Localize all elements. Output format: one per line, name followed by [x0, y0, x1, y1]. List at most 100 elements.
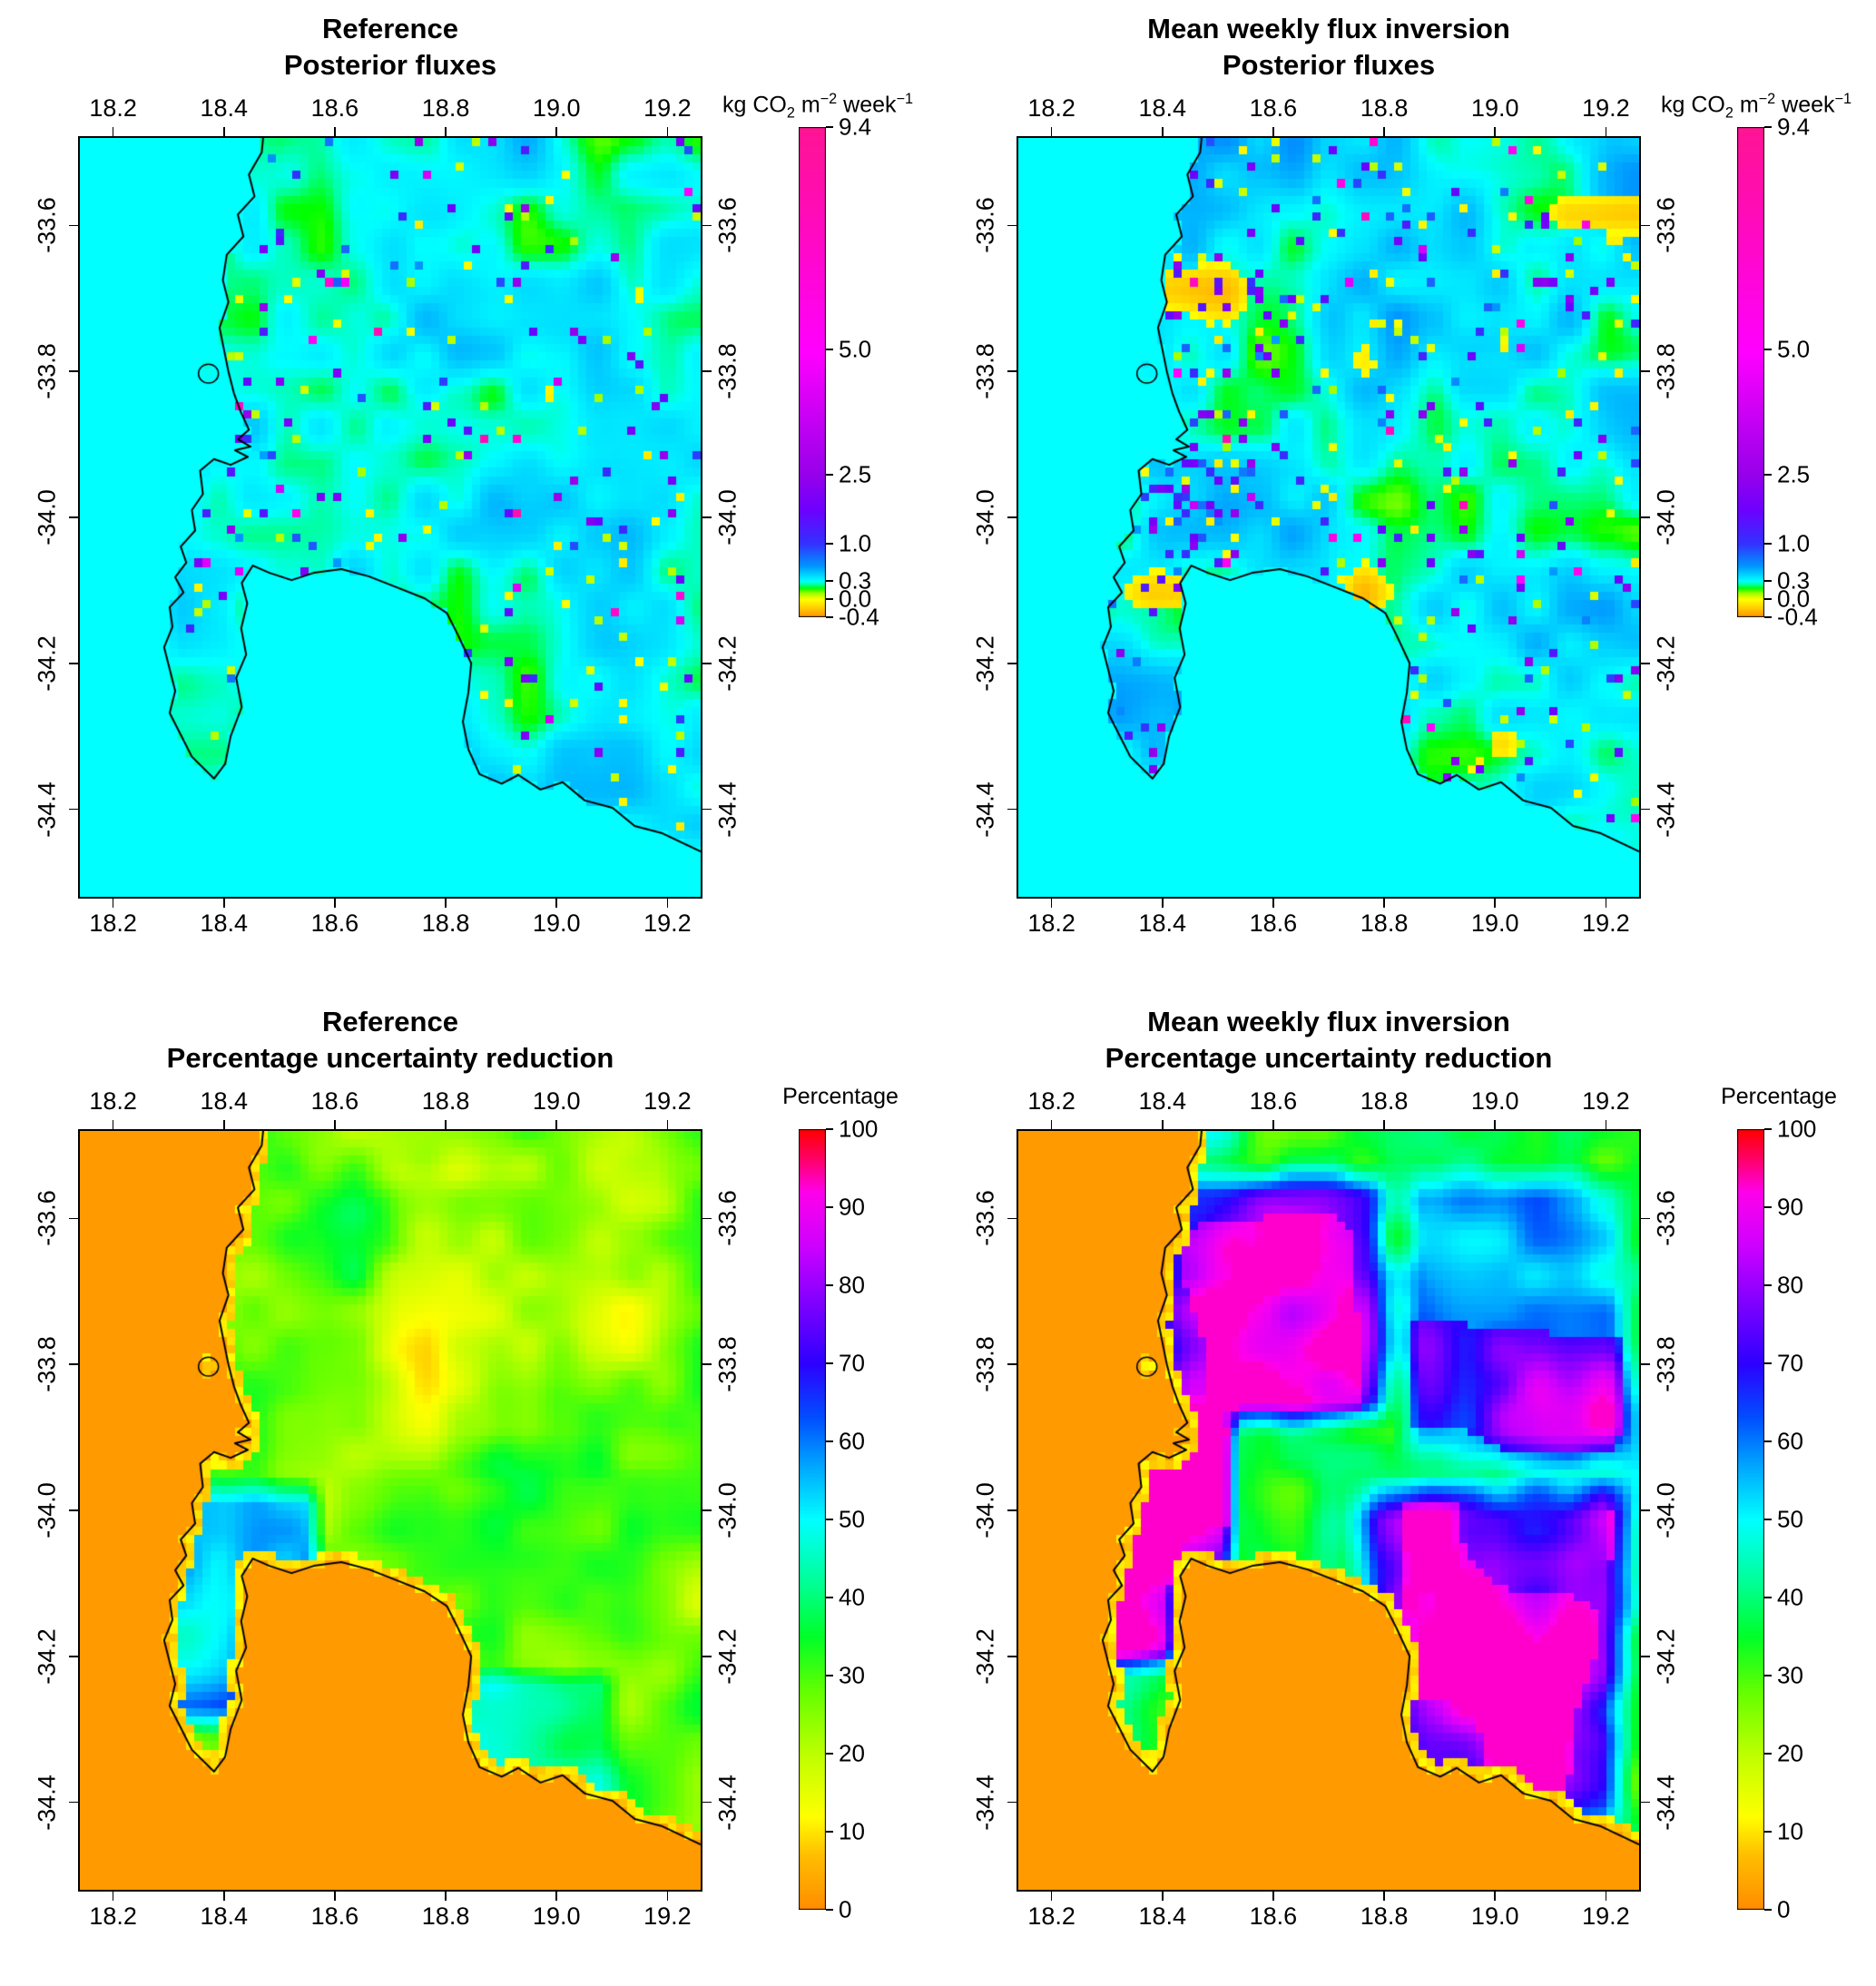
panel-title-line2: Posterior fluxes	[1222, 49, 1436, 81]
y-tick-label-right: -34.0	[1652, 489, 1680, 546]
tick-mark	[1007, 1656, 1017, 1657]
tick-mark	[1641, 1509, 1650, 1511]
y-tick-label-right: -34.2	[713, 1627, 742, 1685]
colorbar-tick-label: 30	[1777, 1661, 1803, 1689]
y-tick-label-left: -34.4	[33, 781, 61, 838]
tick-mark	[702, 808, 712, 811]
colorbar-title-part: week	[837, 92, 897, 118]
tick-mark	[1272, 127, 1274, 136]
tick-mark	[112, 1892, 114, 1901]
tick-mark	[1272, 1120, 1274, 1129]
x-tick-label-top: 18.4	[1138, 1087, 1187, 1115]
y-tick-label-left: -34.0	[971, 489, 999, 546]
tick-mark	[1641, 1801, 1650, 1804]
tick-mark	[69, 1509, 78, 1511]
x-tick-label-bottom: 18.4	[1138, 1902, 1187, 1930]
tick-mark	[1641, 1217, 1650, 1220]
colorbar-tick-mark	[1764, 579, 1772, 582]
colorbar-tick-label: 0.0	[1777, 585, 1811, 613]
map-raster-canvas	[1018, 1131, 1639, 1890]
colorbar-title-part: −1	[896, 91, 914, 107]
colorbar-tick-label: 5.0	[1777, 335, 1811, 363]
colorbar-tick-label: 60	[839, 1427, 865, 1455]
y-tick-label-right: -33.6	[1652, 1190, 1680, 1247]
tick-mark	[1605, 127, 1607, 136]
tick-mark	[1383, 1892, 1385, 1901]
y-tick-label-left: -34.0	[971, 1482, 999, 1539]
x-tick-label-bottom: 18.8	[1360, 909, 1409, 937]
tick-mark	[1007, 1363, 1017, 1365]
x-tick-label-top: 18.2	[89, 1087, 137, 1115]
x-tick-label-top: 19.0	[1470, 94, 1519, 122]
y-tick-label-left: -33.6	[33, 1190, 61, 1247]
x-tick-label-top: 18.4	[200, 94, 249, 122]
tick-mark	[1050, 899, 1053, 908]
tick-mark	[1494, 127, 1496, 136]
x-tick-label-bottom: 18.4	[200, 1902, 249, 1930]
colorbar-tick-mark	[826, 126, 833, 128]
panel-title-line1: Reference	[322, 1006, 458, 1037]
tick-mark	[69, 1217, 78, 1220]
tick-mark	[666, 1120, 669, 1129]
panel-weekly-posterior-fluxes: Mean weekly flux inversion Posterior flu…	[938, 0, 1876, 993]
colorbar-tick-mark	[1764, 1284, 1772, 1286]
x-tick-label-bottom: 18.6	[1249, 909, 1298, 937]
colorbar-tick-mark	[826, 1362, 833, 1364]
tick-mark	[1007, 1217, 1017, 1220]
colorbar-tick-mark	[1764, 1675, 1772, 1676]
panel-title-line1: Mean weekly flux inversion	[1147, 1006, 1510, 1037]
x-tick-label-top: 19.2	[643, 94, 692, 122]
tick-mark	[1162, 1120, 1164, 1129]
x-tick-label-bottom: 19.2	[1582, 1902, 1630, 1930]
colorbar-canvas	[799, 127, 826, 617]
panel-title: Mean weekly flux inversion Posterior flu…	[1017, 11, 1641, 84]
y-tick-label-right: -34.4	[1652, 1774, 1680, 1831]
colorbar-tick-mark	[826, 474, 833, 477]
colorbar-canvas	[1737, 127, 1764, 617]
panel-title: Reference Posterior fluxes	[78, 11, 702, 84]
x-tick-label-top: 19.0	[1470, 1087, 1519, 1115]
y-tick-label-left: -34.4	[971, 781, 999, 838]
colorbar-tick-mark	[826, 1284, 833, 1286]
x-tick-label-top: 18.4	[1138, 94, 1187, 122]
colorbar-title-part: −2	[820, 91, 838, 107]
tick-mark	[1641, 516, 1650, 518]
colorbar-tick-mark	[1764, 1128, 1772, 1130]
y-tick-label-left: -33.8	[33, 343, 61, 399]
colorbar-tick-label: 70	[1777, 1349, 1803, 1377]
tick-mark	[445, 1120, 447, 1129]
tick-mark	[1605, 899, 1607, 908]
tick-mark	[1162, 1892, 1164, 1901]
colorbar-tick-label: 50	[839, 1505, 865, 1533]
colorbar-tick-label: 5.0	[839, 335, 872, 363]
tick-mark	[69, 663, 78, 664]
tick-mark	[1007, 224, 1017, 227]
colorbar-title-part: −1	[1834, 91, 1852, 107]
y-tick-label-left: -33.6	[971, 197, 999, 254]
panel-reference-uncertainty-reduction: Reference Percentage uncertainty reducti…	[0, 993, 938, 1986]
y-tick-label-right: -33.8	[1652, 1336, 1680, 1392]
x-tick-label-top: 18.8	[421, 1087, 470, 1115]
y-tick-label-left: -33.6	[971, 1190, 999, 1247]
tick-mark	[69, 1801, 78, 1804]
tick-mark	[1162, 899, 1164, 908]
x-tick-label-top: 18.8	[1360, 94, 1409, 122]
colorbar-tick-label: 90	[839, 1193, 865, 1221]
y-tick-label-left: -34.2	[971, 1627, 999, 1685]
tick-mark	[223, 1120, 225, 1129]
colorbar-tick-mark	[1764, 1831, 1772, 1833]
tick-mark	[1272, 899, 1274, 908]
colorbar-tick-label: 100	[1777, 1115, 1817, 1143]
y-tick-label-left: -34.0	[33, 489, 61, 546]
panel-weekly-uncertainty-reduction: Mean weekly flux inversion Percentage un…	[938, 993, 1876, 1986]
colorbar-tick-label: 1.0	[839, 529, 872, 557]
x-tick-label-top: 18.4	[200, 1087, 249, 1115]
colorbar-tick-label: 0	[839, 1895, 852, 1923]
x-tick-label-top: 18.6	[1249, 1087, 1298, 1115]
tick-mark	[1383, 1120, 1385, 1129]
colorbar-tick-mark	[826, 1519, 833, 1520]
tick-mark	[666, 1892, 669, 1901]
panel-title: Reference Percentage uncertainty reducti…	[78, 1004, 702, 1077]
tick-mark	[702, 1656, 712, 1657]
tick-mark	[1272, 1892, 1274, 1901]
